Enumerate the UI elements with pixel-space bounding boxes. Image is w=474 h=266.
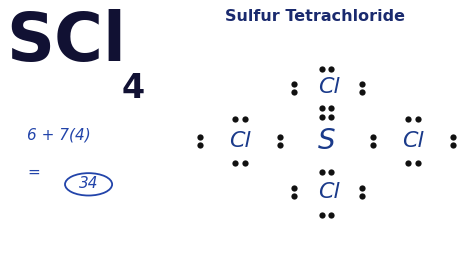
Text: S: S [318,127,335,155]
Text: Cl: Cl [229,131,251,151]
Text: Cl: Cl [402,131,424,151]
Text: =: = [27,165,40,180]
Text: Cl: Cl [318,77,340,97]
Text: SCl: SCl [6,9,126,75]
Text: 6 + 7(4): 6 + 7(4) [27,128,91,143]
Text: 34: 34 [79,176,98,191]
Text: Cl: Cl [318,182,340,202]
Text: Sulfur Tetrachloride: Sulfur Tetrachloride [225,9,405,24]
Text: 4: 4 [121,72,145,105]
